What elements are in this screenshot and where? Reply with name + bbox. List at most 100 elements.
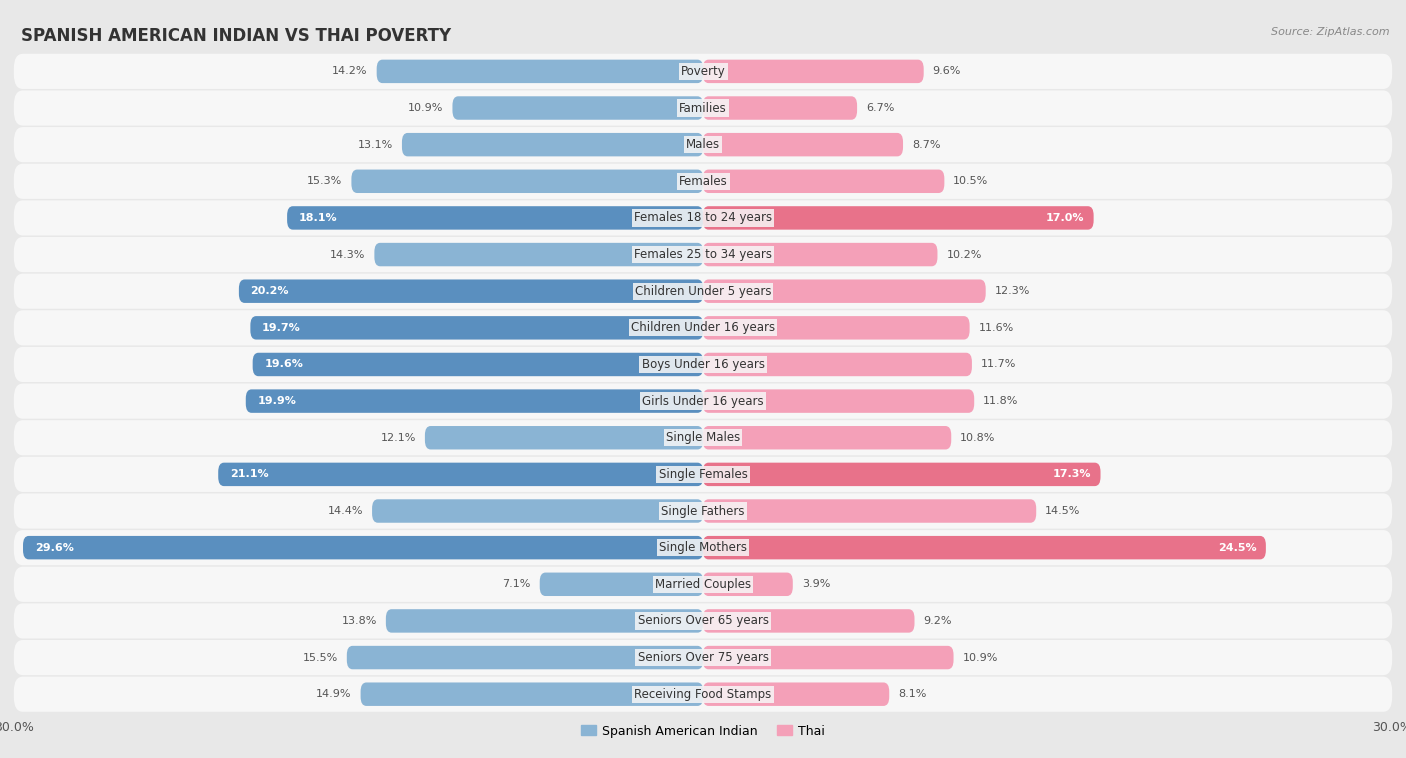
- Text: 19.6%: 19.6%: [264, 359, 304, 369]
- Text: 29.6%: 29.6%: [35, 543, 73, 553]
- FancyBboxPatch shape: [14, 90, 1392, 126]
- Text: 19.7%: 19.7%: [262, 323, 301, 333]
- FancyBboxPatch shape: [703, 280, 986, 303]
- Text: Families: Families: [679, 102, 727, 114]
- FancyBboxPatch shape: [287, 206, 703, 230]
- FancyBboxPatch shape: [14, 54, 1392, 89]
- Text: 10.9%: 10.9%: [963, 653, 998, 662]
- Text: 11.6%: 11.6%: [979, 323, 1014, 333]
- Text: 14.3%: 14.3%: [330, 249, 366, 259]
- Text: 14.4%: 14.4%: [328, 506, 363, 516]
- Text: Married Couples: Married Couples: [655, 578, 751, 590]
- Text: 11.7%: 11.7%: [981, 359, 1017, 369]
- Text: 24.5%: 24.5%: [1218, 543, 1257, 553]
- Text: Females 25 to 34 years: Females 25 to 34 years: [634, 248, 772, 261]
- FancyBboxPatch shape: [540, 572, 703, 596]
- Text: 8.1%: 8.1%: [898, 689, 927, 699]
- FancyBboxPatch shape: [703, 60, 924, 83]
- Text: 12.1%: 12.1%: [381, 433, 416, 443]
- FancyBboxPatch shape: [14, 530, 1392, 565]
- Text: 9.6%: 9.6%: [932, 67, 962, 77]
- Text: 19.9%: 19.9%: [257, 396, 297, 406]
- FancyBboxPatch shape: [14, 493, 1392, 528]
- FancyBboxPatch shape: [703, 609, 914, 633]
- FancyBboxPatch shape: [703, 133, 903, 156]
- Legend: Spanish American Indian, Thai: Spanish American Indian, Thai: [576, 719, 830, 743]
- Text: 21.1%: 21.1%: [231, 469, 269, 479]
- Text: 13.8%: 13.8%: [342, 616, 377, 626]
- Text: Girls Under 16 years: Girls Under 16 years: [643, 395, 763, 408]
- FancyBboxPatch shape: [703, 96, 858, 120]
- Text: 13.1%: 13.1%: [357, 139, 392, 149]
- FancyBboxPatch shape: [246, 390, 703, 413]
- Text: Seniors Over 65 years: Seniors Over 65 years: [637, 615, 769, 628]
- Text: 17.3%: 17.3%: [1053, 469, 1091, 479]
- Text: 6.7%: 6.7%: [866, 103, 894, 113]
- FancyBboxPatch shape: [703, 243, 938, 266]
- FancyBboxPatch shape: [14, 567, 1392, 602]
- Text: 11.8%: 11.8%: [983, 396, 1018, 406]
- FancyBboxPatch shape: [14, 677, 1392, 712]
- Text: Single Females: Single Females: [658, 468, 748, 481]
- Text: Single Fathers: Single Fathers: [661, 505, 745, 518]
- Text: 14.9%: 14.9%: [316, 689, 352, 699]
- FancyBboxPatch shape: [703, 206, 1094, 230]
- Text: SPANISH AMERICAN INDIAN VS THAI POVERTY: SPANISH AMERICAN INDIAN VS THAI POVERTY: [21, 27, 451, 45]
- FancyBboxPatch shape: [703, 572, 793, 596]
- FancyBboxPatch shape: [14, 164, 1392, 199]
- FancyBboxPatch shape: [425, 426, 703, 449]
- FancyBboxPatch shape: [377, 60, 703, 83]
- Text: 15.3%: 15.3%: [307, 177, 343, 186]
- FancyBboxPatch shape: [352, 170, 703, 193]
- FancyBboxPatch shape: [14, 127, 1392, 162]
- FancyBboxPatch shape: [253, 352, 703, 376]
- Text: Receiving Food Stamps: Receiving Food Stamps: [634, 688, 772, 700]
- FancyBboxPatch shape: [14, 200, 1392, 236]
- FancyBboxPatch shape: [703, 536, 1265, 559]
- FancyBboxPatch shape: [703, 500, 1036, 523]
- FancyBboxPatch shape: [347, 646, 703, 669]
- FancyBboxPatch shape: [14, 640, 1392, 675]
- Text: Males: Males: [686, 138, 720, 151]
- FancyBboxPatch shape: [703, 682, 889, 706]
- Text: Single Males: Single Males: [666, 431, 740, 444]
- Text: Seniors Over 75 years: Seniors Over 75 years: [637, 651, 769, 664]
- FancyBboxPatch shape: [14, 237, 1392, 272]
- FancyBboxPatch shape: [703, 426, 952, 449]
- FancyBboxPatch shape: [218, 462, 703, 486]
- FancyBboxPatch shape: [703, 646, 953, 669]
- FancyBboxPatch shape: [14, 420, 1392, 456]
- Text: 3.9%: 3.9%: [801, 579, 830, 589]
- Text: 17.0%: 17.0%: [1046, 213, 1084, 223]
- FancyBboxPatch shape: [14, 384, 1392, 418]
- Text: 7.1%: 7.1%: [502, 579, 531, 589]
- Text: 10.5%: 10.5%: [953, 177, 988, 186]
- FancyBboxPatch shape: [374, 243, 703, 266]
- FancyBboxPatch shape: [385, 609, 703, 633]
- FancyBboxPatch shape: [250, 316, 703, 340]
- FancyBboxPatch shape: [14, 347, 1392, 382]
- Text: 14.5%: 14.5%: [1045, 506, 1081, 516]
- Text: 12.3%: 12.3%: [994, 287, 1031, 296]
- Text: 9.2%: 9.2%: [924, 616, 952, 626]
- Text: Single Mothers: Single Mothers: [659, 541, 747, 554]
- Text: Children Under 16 years: Children Under 16 years: [631, 321, 775, 334]
- FancyBboxPatch shape: [703, 316, 970, 340]
- Text: 18.1%: 18.1%: [299, 213, 337, 223]
- Text: 14.2%: 14.2%: [332, 67, 368, 77]
- Text: Females: Females: [679, 175, 727, 188]
- Text: 20.2%: 20.2%: [250, 287, 290, 296]
- FancyBboxPatch shape: [14, 603, 1392, 638]
- FancyBboxPatch shape: [22, 536, 703, 559]
- Text: 15.5%: 15.5%: [302, 653, 337, 662]
- Text: Females 18 to 24 years: Females 18 to 24 years: [634, 211, 772, 224]
- Text: Boys Under 16 years: Boys Under 16 years: [641, 358, 765, 371]
- Text: 10.9%: 10.9%: [408, 103, 443, 113]
- FancyBboxPatch shape: [14, 457, 1392, 492]
- FancyBboxPatch shape: [402, 133, 703, 156]
- FancyBboxPatch shape: [703, 352, 972, 376]
- FancyBboxPatch shape: [14, 274, 1392, 309]
- FancyBboxPatch shape: [360, 682, 703, 706]
- Text: Poverty: Poverty: [681, 65, 725, 78]
- FancyBboxPatch shape: [703, 170, 945, 193]
